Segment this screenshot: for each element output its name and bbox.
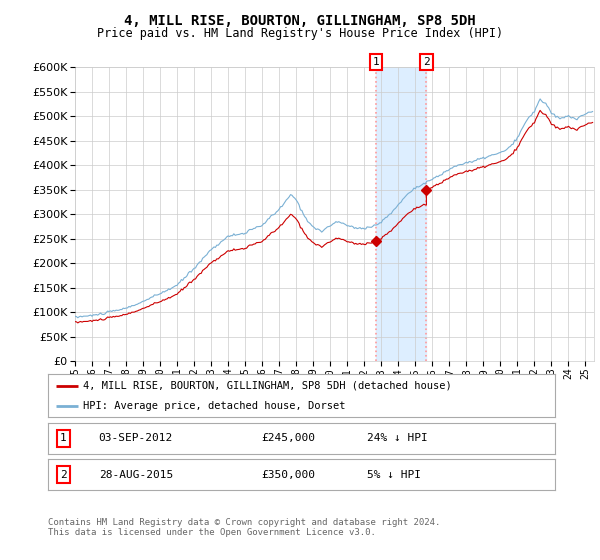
Text: 03-SEP-2012: 03-SEP-2012 <box>98 433 173 443</box>
Text: 1: 1 <box>60 433 67 443</box>
Text: 2: 2 <box>423 57 430 67</box>
Text: 4, MILL RISE, BOURTON, GILLINGHAM, SP8 5DH: 4, MILL RISE, BOURTON, GILLINGHAM, SP8 5… <box>124 14 476 28</box>
Bar <box>376 67 427 361</box>
Text: 24% ↓ HPI: 24% ↓ HPI <box>367 433 428 443</box>
Text: 2: 2 <box>60 470 67 479</box>
Text: 28-AUG-2015: 28-AUG-2015 <box>98 470 173 479</box>
Text: 5% ↓ HPI: 5% ↓ HPI <box>367 470 421 479</box>
Text: Price paid vs. HM Land Registry's House Price Index (HPI): Price paid vs. HM Land Registry's House … <box>97 27 503 40</box>
Text: £245,000: £245,000 <box>261 433 315 443</box>
Text: 1: 1 <box>373 57 379 67</box>
Text: 4, MILL RISE, BOURTON, GILLINGHAM, SP8 5DH (detached house): 4, MILL RISE, BOURTON, GILLINGHAM, SP8 5… <box>83 381 452 391</box>
Text: HPI: Average price, detached house, Dorset: HPI: Average price, detached house, Dors… <box>83 402 346 411</box>
Text: Contains HM Land Registry data © Crown copyright and database right 2024.
This d: Contains HM Land Registry data © Crown c… <box>48 518 440 538</box>
Text: £350,000: £350,000 <box>261 470 315 479</box>
